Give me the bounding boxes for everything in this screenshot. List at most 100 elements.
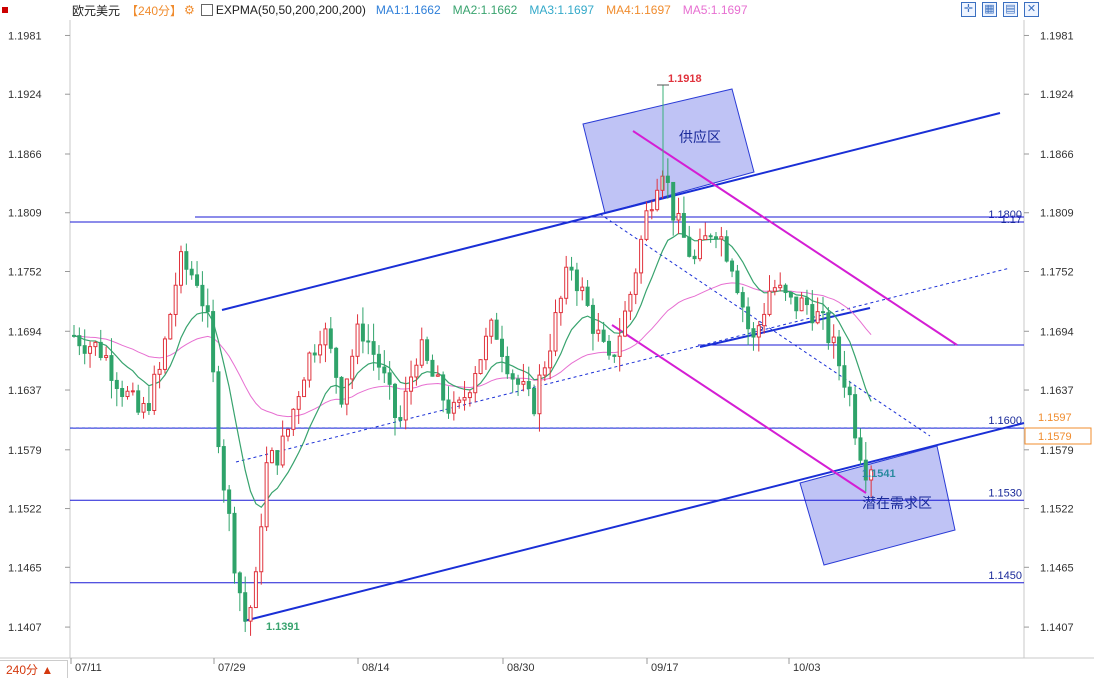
- candle-body: [489, 319, 494, 337]
- peak-label: 1.1918: [668, 73, 702, 85]
- y-tick-label-right: 1.1637: [1040, 385, 1074, 397]
- candle-body: [179, 251, 183, 286]
- candle-body: [130, 390, 135, 393]
- candle-body: [419, 339, 424, 366]
- level-label: 1.17: [1001, 214, 1022, 226]
- candle-body: [751, 328, 756, 338]
- candle-body: [109, 355, 114, 381]
- candle-body: [558, 297, 563, 314]
- indicator-icon[interactable]: [200, 4, 213, 16]
- candle-body: [548, 350, 553, 369]
- zoom-icon[interactable]: ▤: [1003, 2, 1018, 17]
- candle-body: [403, 390, 408, 421]
- candle-body: [259, 526, 264, 573]
- candle-body: [596, 329, 601, 334]
- candle-body: [93, 341, 98, 348]
- price-tag-box: [1024, 427, 1092, 445]
- candle-body: [462, 397, 467, 401]
- gear-icon[interactable]: ⚙: [184, 3, 195, 17]
- y-tick-label-right: 1.1752: [1040, 266, 1074, 278]
- candle-body: [162, 338, 167, 370]
- y-tick-label-right: 1.1522: [1040, 504, 1074, 516]
- candle-body: [344, 378, 349, 405]
- short-trend-line: [699, 307, 871, 348]
- candle-body: [195, 274, 200, 286]
- candle-body: [783, 284, 788, 294]
- candle-body: [441, 374, 446, 401]
- candle-body: [730, 260, 735, 272]
- candle-body: [746, 306, 751, 330]
- candle-body: [869, 469, 874, 481]
- candle-body: [457, 399, 462, 403]
- candle-body: [269, 450, 274, 464]
- candle-body: [248, 607, 253, 622]
- candle-body: [205, 305, 210, 313]
- candle-body: [104, 355, 109, 358]
- x-tick-label: 07/11: [75, 662, 102, 674]
- grid-icon[interactable]: ▦: [982, 2, 997, 17]
- candle-body: [355, 323, 360, 357]
- level-label: 1.1800: [988, 209, 1022, 221]
- y-tick-label: 1.1924: [8, 89, 42, 101]
- candle-body: [542, 367, 547, 376]
- supply-zone-label: 供应区: [679, 129, 721, 145]
- candle-body: [382, 366, 387, 374]
- candle-body: [291, 408, 296, 430]
- candle-body: [687, 236, 692, 257]
- candle-body: [232, 512, 237, 574]
- candle-body: [681, 213, 686, 238]
- ma5-value: MA5:1.1697: [682, 3, 748, 17]
- candle-body: [323, 328, 328, 346]
- period-label[interactable]: 【240分】: [126, 3, 183, 18]
- price-tags: 1.1597 1.1579: [1024, 412, 1092, 445]
- candle-body: [553, 312, 558, 352]
- candle-body: [863, 459, 868, 481]
- candle-body: [184, 251, 189, 270]
- y-tick-label: 1.1579: [8, 445, 42, 457]
- candle-body: [82, 345, 87, 354]
- candle-body: [467, 392, 472, 399]
- candle-body: [601, 329, 606, 342]
- app-corner-icon: [2, 7, 8, 13]
- candle-body: [521, 381, 526, 385]
- symbol-name[interactable]: 欧元美元: [72, 3, 121, 18]
- x-tick-label: 10/03: [793, 662, 821, 674]
- indicator-name[interactable]: EXPMA(50,50,200,200,200): [215, 3, 366, 17]
- recent-low-label: 1.1541: [862, 468, 896, 480]
- candle-body: [724, 236, 729, 262]
- candle-body: [778, 284, 783, 289]
- candle-body: [350, 355, 355, 380]
- candle-body: [756, 325, 761, 338]
- candle-body: [526, 381, 531, 389]
- crosshair-icon[interactable]: ✛: [961, 2, 976, 17]
- candle-body: [665, 175, 670, 183]
- candle-body: [510, 373, 515, 380]
- candle-body: [425, 339, 430, 361]
- close-icon[interactable]: ✕: [1024, 2, 1039, 17]
- candle-body: [141, 402, 146, 413]
- candle-body: [451, 401, 456, 414]
- period-selector-button[interactable]: 240分 ▲: [0, 660, 68, 678]
- candle-body: [409, 376, 414, 392]
- candle-body: [253, 571, 258, 609]
- x-tick-label: 09/17: [651, 662, 679, 674]
- candle-body: [810, 304, 815, 324]
- candle-body: [136, 390, 141, 413]
- candle-body: [574, 269, 579, 292]
- candle-body: [537, 374, 542, 415]
- candle-body: [98, 341, 103, 358]
- channel-upper-line: [221, 112, 1001, 311]
- candle-body: [617, 335, 622, 357]
- candle-body: [500, 338, 504, 357]
- candle-body: [494, 319, 499, 340]
- candle-body: [430, 359, 435, 377]
- y-tick-label-right: 1.1866: [1040, 149, 1074, 161]
- candle-body: [590, 304, 595, 334]
- candle-body: [772, 287, 777, 292]
- y-tick-label-right: 1.1407: [1040, 622, 1074, 634]
- candle-body: [334, 347, 339, 378]
- candle-body: [371, 341, 376, 355]
- candle-body: [77, 335, 82, 347]
- candle-body: [767, 290, 772, 315]
